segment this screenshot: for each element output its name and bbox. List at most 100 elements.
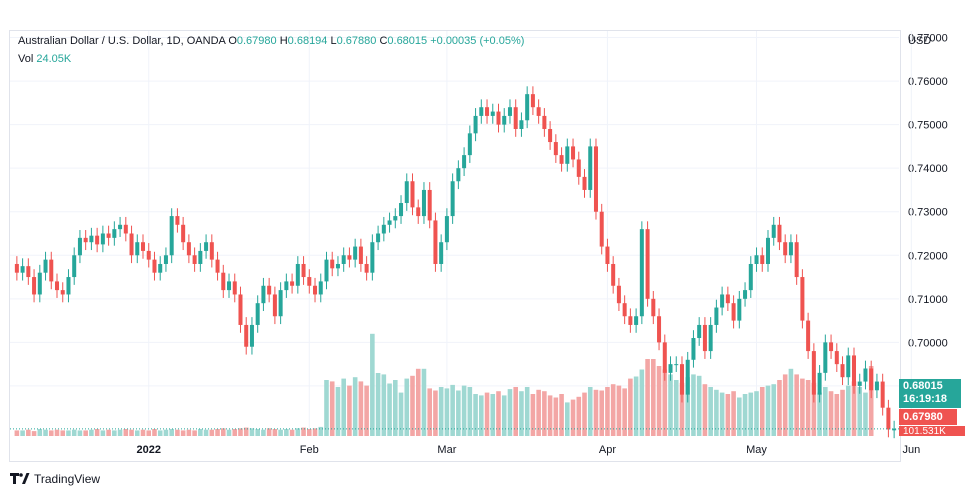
volume-bar [100,430,106,436]
volume-bar [48,430,54,436]
volume-bar [656,366,662,436]
candle-body [725,294,730,304]
candle-body [387,220,392,225]
volume-bar [255,429,260,436]
volume-bar [851,381,857,436]
x-tick-label: Apr [599,444,616,456]
volume-bar [198,429,203,436]
volume-bar [238,428,243,436]
candle-body [605,246,610,264]
candle-body [410,181,415,208]
volume-bar [94,429,100,436]
volume-bar [828,391,834,436]
candle-body [829,342,834,352]
candle-body [576,159,581,177]
candle-body [83,237,88,243]
candle-body [307,277,312,286]
symbol-title: Australian Dollar / U.S. Dollar, 1D, OAN… [18,35,226,47]
candle-body [651,298,656,317]
volume-bar [484,392,490,436]
volume-bar [605,387,610,436]
candle-body [278,290,283,317]
volume-bar [375,373,381,436]
volume-bar [788,368,794,436]
volume-bar [496,391,501,436]
candle-body [571,146,576,160]
candle-body [364,263,369,273]
candle-body [525,94,530,121]
volume-bar [370,333,375,436]
candle-body [851,355,857,386]
volume-bar [599,390,605,436]
volume-bar [450,384,455,436]
candle-body [158,263,163,273]
candle-body [754,255,759,264]
candle-body [771,224,776,238]
candle-body [788,242,793,256]
candle-body [335,263,340,269]
candle-body [456,168,461,182]
volume-bar [415,368,421,436]
candle-body [20,266,25,273]
volume-bar [507,389,513,436]
candle-body [479,107,484,116]
last-price-value: 0.68015 [903,380,943,392]
volume-bar [335,387,341,436]
volume-bar [748,392,754,436]
candle-body [588,146,593,190]
volume-bar [737,397,742,436]
candle-body [347,255,352,260]
x-tick-label: Jun [902,444,920,456]
volume-bar [559,394,564,436]
volume-bar [719,392,725,436]
candle-body [462,155,467,169]
volume-bar [220,428,226,436]
candle-body [313,285,318,295]
volume-bar [83,430,88,436]
volume-bar [823,387,828,436]
candle-body [370,242,375,273]
volume-bar [192,430,197,436]
volume-bar [742,394,748,436]
candle-body [473,115,478,134]
y-tick-label: 0.74000 [908,163,948,175]
candle-body [886,407,891,430]
candle-body [198,250,203,264]
volume-bar [146,430,152,436]
volume-bar [117,429,123,436]
volume-label: Vol [18,53,34,65]
volume-bar [106,429,111,436]
candle-body [691,338,696,360]
candle-body [536,107,541,116]
volume-tag: 101.531K [899,426,965,436]
volume-bar [203,429,209,436]
candle-body [284,281,289,291]
candle-body [393,216,398,221]
volume-bar [513,387,518,436]
volume-bar [301,427,306,436]
volume-bar [501,395,507,436]
volume-bar [341,378,346,436]
volume-bar [175,429,180,436]
chart-frame [9,30,901,462]
candle-body [72,255,77,278]
volume-bar [857,387,863,436]
volume-bar [180,430,186,436]
volume-bar [771,384,777,436]
open-price-tag: 0.67980 [899,409,957,425]
high-value: 0.68194 [287,35,328,47]
volume-bar [582,392,587,436]
candle-body [800,277,805,321]
candle-body [748,263,753,291]
candle-body [54,281,60,291]
volume-bar [438,387,444,436]
volume-bar [381,374,387,436]
candle-body [77,237,82,256]
candle-body [892,428,897,431]
volume-bar [163,429,169,436]
volume-bar [685,377,691,436]
candle-body [181,224,186,243]
candle-body [26,266,31,278]
volume-bar [43,429,48,436]
